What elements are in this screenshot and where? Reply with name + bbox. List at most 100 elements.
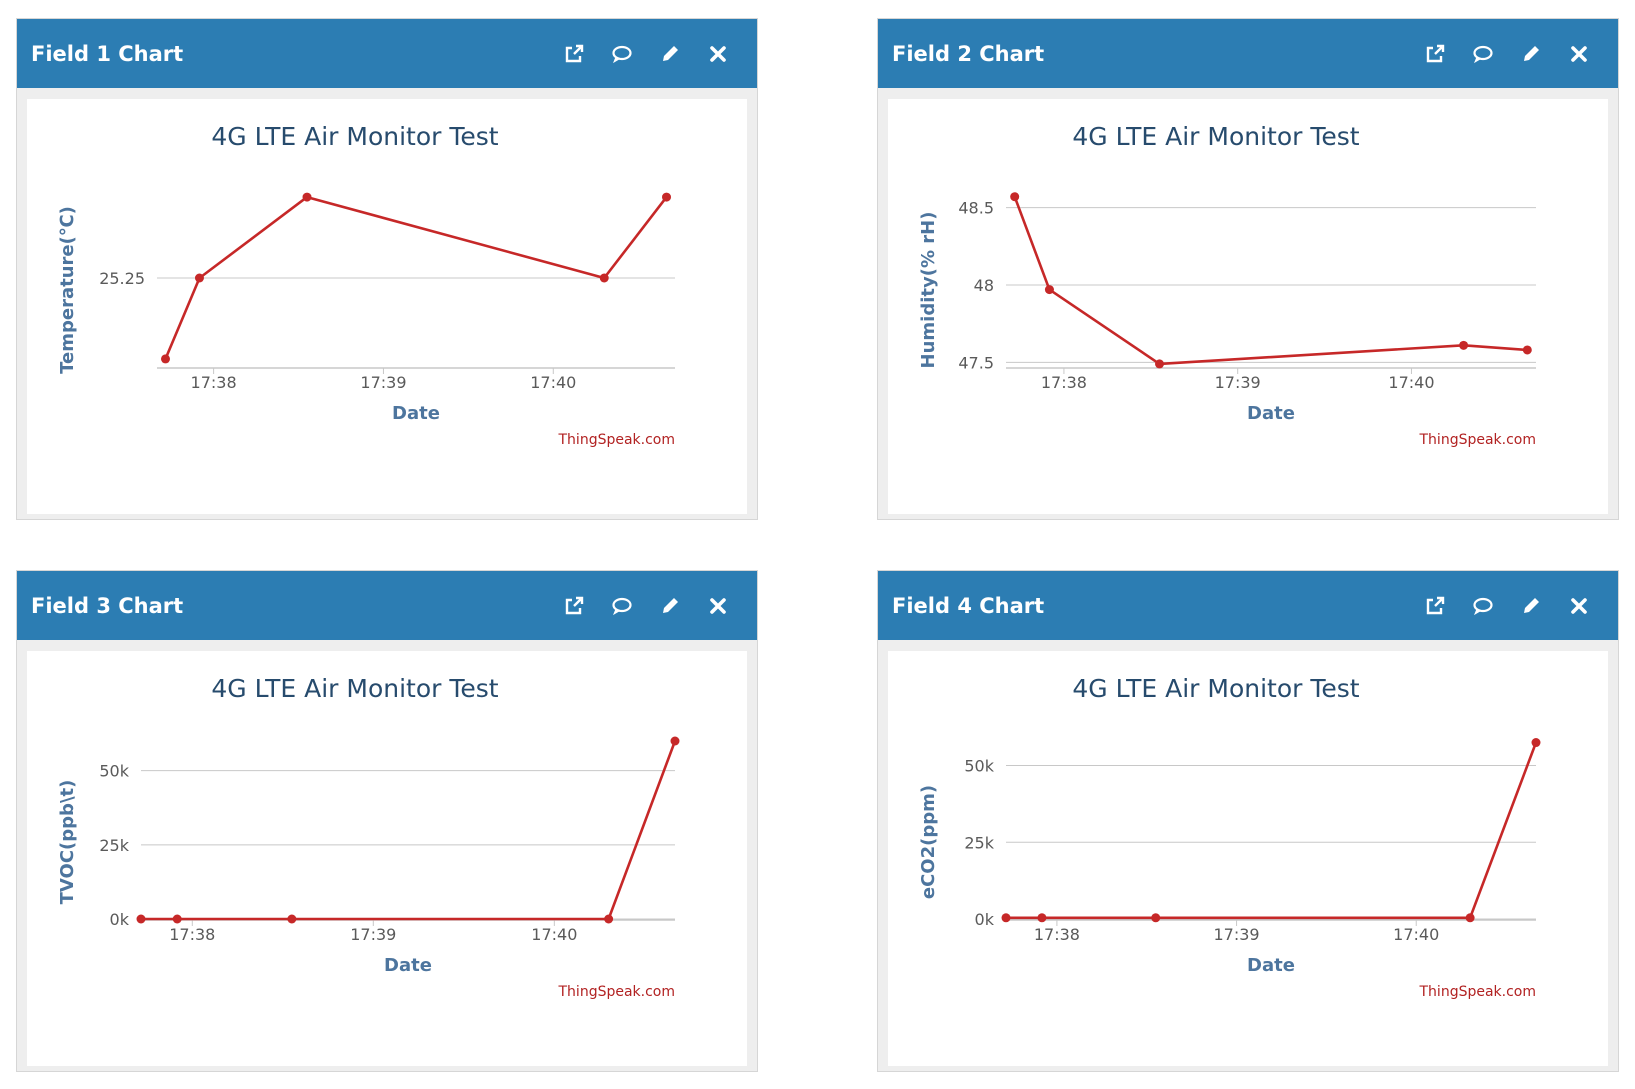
- data-point[interactable]: [1037, 913, 1047, 923]
- data-point[interactable]: [1044, 285, 1054, 295]
- data-point[interactable]: [160, 354, 170, 364]
- data-point[interactable]: [604, 914, 614, 924]
- external-link-icon[interactable]: [1422, 593, 1448, 619]
- external-link-icon[interactable]: [1422, 41, 1448, 67]
- panel-header: Field 1 Chart: [17, 19, 757, 88]
- data-point[interactable]: [287, 914, 297, 924]
- pencil-icon[interactable]: [657, 41, 683, 67]
- data-point[interactable]: [1154, 359, 1164, 369]
- x-tick-label: 17:39: [350, 925, 396, 944]
- panel-toolbar: [561, 593, 743, 619]
- data-point[interactable]: [662, 192, 672, 202]
- panel-header: Field 3 Chart: [17, 571, 757, 640]
- comment-icon[interactable]: [609, 41, 635, 67]
- line-chart: 4G LTE Air Monitor Test 50k 25k 0k 17:38 17:3…: [57, 674, 680, 1000]
- y-tick-label: 25.25: [99, 269, 145, 288]
- comment-icon[interactable]: [609, 593, 635, 619]
- data-point[interactable]: [194, 273, 204, 283]
- series-line: [1006, 742, 1538, 920]
- chart-title: 4G LTE Air Monitor Test: [1072, 122, 1359, 151]
- thingspeak-credit-link[interactable]: ThingSpeak.com: [558, 432, 676, 448]
- panel-header: Field 4 Chart: [878, 571, 1618, 640]
- close-icon[interactable]: [1566, 41, 1592, 67]
- panel-title: Field 3 Chart: [31, 593, 184, 618]
- x-tick-label: 17:40: [1393, 925, 1439, 944]
- panel-toolbar: [1422, 593, 1604, 619]
- data-point[interactable]: [1465, 913, 1475, 923]
- chart-title: 4G LTE Air Monitor Test: [211, 122, 498, 151]
- x-tick-label: 17:39: [1215, 373, 1261, 392]
- data-point[interactable]: [1010, 192, 1020, 202]
- line-chart: 4G LTE Air Monitor Test 25.25 17:38 17:39 17…: [57, 122, 676, 448]
- x-axis-label: Date: [392, 403, 440, 424]
- x-tick-label: 17:38: [1041, 373, 1087, 392]
- x-axis-label: Date: [1247, 955, 1295, 976]
- external-link-icon[interactable]: [561, 593, 587, 619]
- y-tick-label: 0k: [110, 910, 130, 929]
- y-tick-label: 47.5: [958, 353, 994, 372]
- data-point[interactable]: [1001, 913, 1011, 923]
- pencil-icon[interactable]: [657, 593, 683, 619]
- y-tick-label: 48.5: [958, 199, 994, 218]
- line-chart: 4G LTE Air Monitor Test 48.5 48 47.5 17:38 17…: [918, 122, 1537, 448]
- panel-header: Field 2 Chart: [878, 19, 1618, 88]
- y-tick-label: 25k: [99, 836, 129, 855]
- data-point[interactable]: [670, 736, 680, 746]
- data-point[interactable]: [1531, 738, 1541, 748]
- chart-area: 4G LTE Air Monitor Test 48.5 48 47.5 17:38 17…: [888, 99, 1608, 514]
- data-point[interactable]: [302, 192, 312, 202]
- panel-title: Field 4 Chart: [892, 593, 1045, 618]
- data-point[interactable]: [599, 273, 609, 283]
- comment-icon[interactable]: [1470, 41, 1496, 67]
- thingspeak-credit-link[interactable]: ThingSpeak.com: [558, 984, 676, 1000]
- x-tick-label: 17:39: [1214, 925, 1260, 944]
- field-2-chart-panel: Field 2 Chart 4G LTE Air Monitor Test 48.…: [877, 18, 1619, 520]
- field-4-chart-panel: Field 4 Chart 4G LTE Air Monitor Test 50k…: [877, 570, 1619, 1072]
- panel-toolbar: [1422, 41, 1604, 67]
- x-tick-label: 17:38: [169, 925, 215, 944]
- line-chart: 4G LTE Air Monitor Test 50k 25k 0k 17:38 17:3…: [918, 674, 1541, 1000]
- chart-title: 4G LTE Air Monitor Test: [211, 674, 498, 703]
- chart-area: 4G LTE Air Monitor Test 50k 25k 0k 17:38 17:3…: [27, 651, 747, 1066]
- panel-toolbar: [561, 41, 743, 67]
- field-1-chart-panel: Field 1 Chart 4G LTE Air Monitor Test 25.…: [16, 18, 758, 520]
- x-tick-label: 17:40: [1388, 373, 1434, 392]
- data-point[interactable]: [172, 914, 182, 924]
- close-icon[interactable]: [705, 41, 731, 67]
- close-icon[interactable]: [705, 593, 731, 619]
- y-axis-label: TVOC(ppb\t): [57, 780, 78, 905]
- data-point[interactable]: [1459, 340, 1469, 350]
- y-tick-label: 48: [974, 276, 994, 295]
- chart-area: 4G LTE Air Monitor Test 50k 25k 0k 17:38 17:3…: [888, 651, 1608, 1066]
- thingspeak-credit-link[interactable]: ThingSpeak.com: [1419, 984, 1537, 1000]
- panel-title: Field 2 Chart: [892, 41, 1045, 66]
- y-axis-label: Temperature(℃): [57, 206, 78, 374]
- data-point[interactable]: [1522, 345, 1532, 355]
- chart-area: 4G LTE Air Monitor Test 25.25 17:38 17:39 17…: [27, 99, 747, 514]
- y-axis-label: Humidity(% rH): [918, 212, 939, 369]
- comment-icon[interactable]: [1470, 593, 1496, 619]
- y-tick-label: 0k: [975, 910, 995, 929]
- x-axis-label: Date: [384, 955, 432, 976]
- field-3-chart-panel: Field 3 Chart 4G LTE Air Monitor Test 50k…: [16, 570, 758, 1072]
- x-tick-label: 17:40: [531, 925, 577, 944]
- series-line: [1013, 196, 1528, 366]
- x-axis-label: Date: [1247, 403, 1295, 424]
- x-tick-label: 17:39: [360, 373, 406, 392]
- y-tick-label: 50k: [964, 757, 994, 776]
- series-line: [141, 740, 677, 921]
- y-tick-label: 50k: [99, 762, 129, 781]
- external-link-icon[interactable]: [561, 41, 587, 67]
- y-tick-label: 25k: [964, 833, 994, 852]
- data-point[interactable]: [136, 914, 146, 924]
- y-axis-label: eCO2(ppm): [918, 785, 939, 899]
- close-icon[interactable]: [1566, 593, 1592, 619]
- x-tick-label: 17:40: [530, 373, 576, 392]
- thingspeak-credit-link[interactable]: ThingSpeak.com: [1419, 432, 1537, 448]
- panel-title: Field 1 Chart: [31, 41, 184, 66]
- data-point[interactable]: [1151, 913, 1161, 923]
- pencil-icon[interactable]: [1518, 41, 1544, 67]
- pencil-icon[interactable]: [1518, 593, 1544, 619]
- x-tick-label: 17:38: [191, 373, 237, 392]
- chart-title: 4G LTE Air Monitor Test: [1072, 674, 1359, 703]
